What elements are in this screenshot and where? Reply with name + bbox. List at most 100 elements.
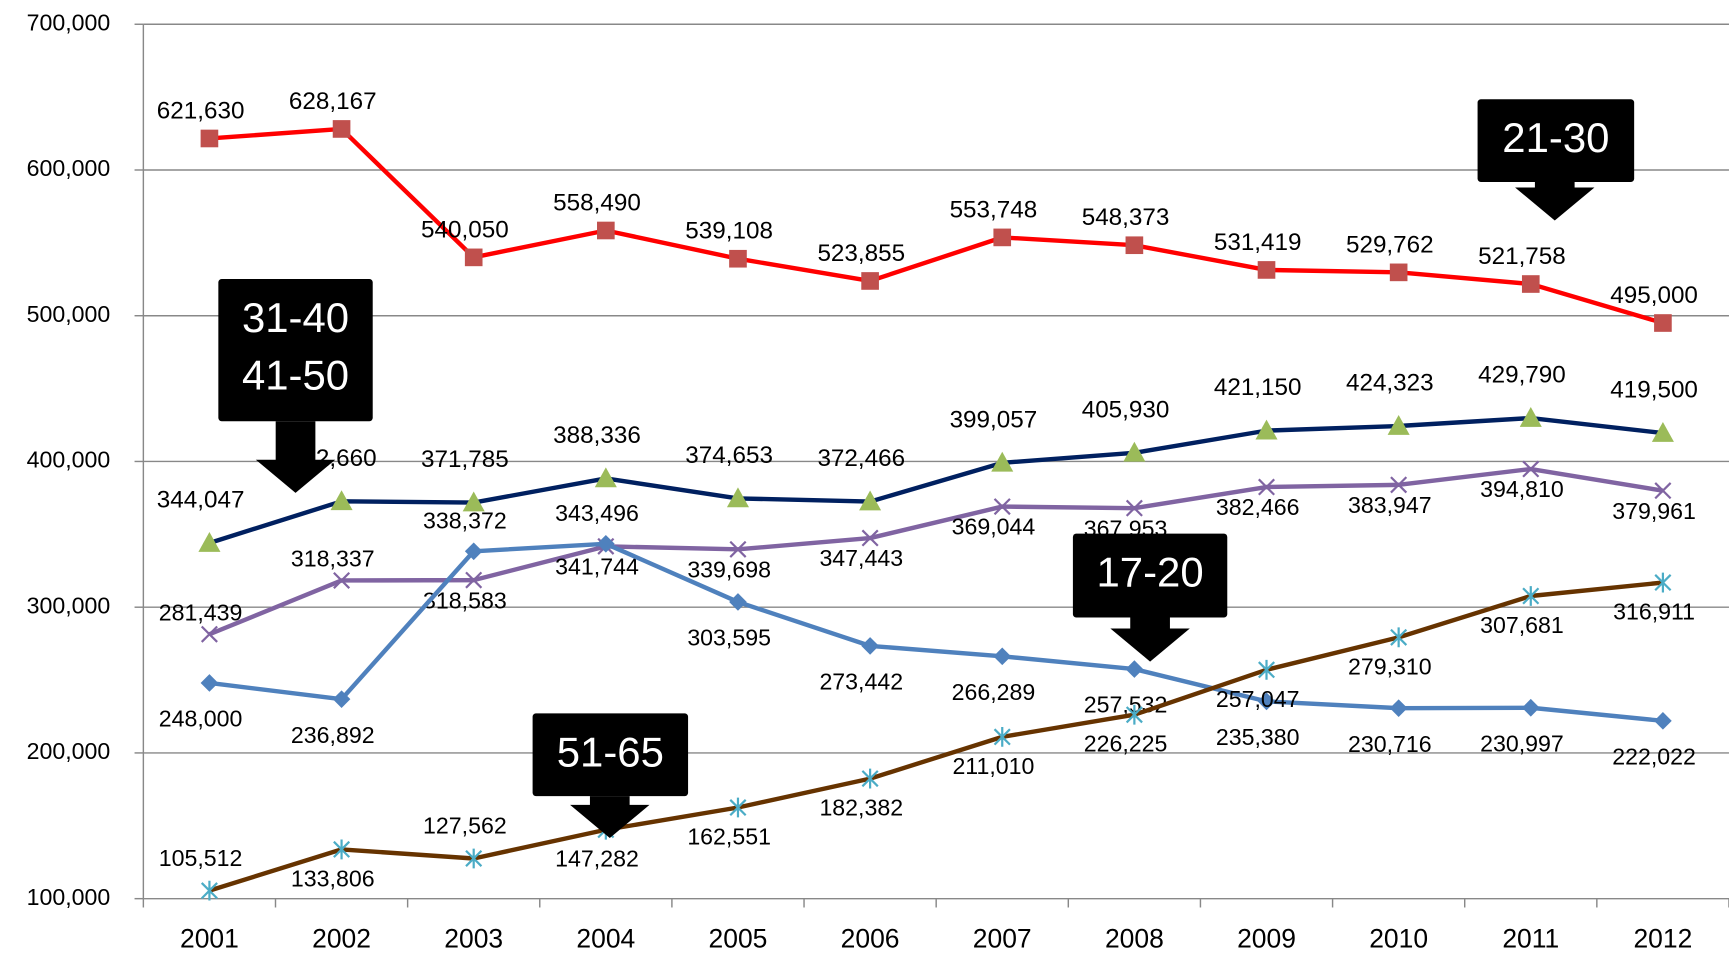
marker <box>1390 476 1408 494</box>
data-label: 374,653 <box>685 442 773 469</box>
marker <box>729 540 747 558</box>
data-label: 281,439 <box>159 600 243 626</box>
marker <box>1255 419 1278 440</box>
data-label: 236,892 <box>291 722 375 748</box>
data-label: 421,150 <box>1214 374 1302 401</box>
marker <box>333 571 351 589</box>
data-label: 303,595 <box>687 625 771 651</box>
marker <box>729 797 747 818</box>
marker <box>1654 314 1672 332</box>
marker <box>465 571 483 589</box>
marker <box>1125 236 1144 255</box>
x-tick-label: 2006 <box>841 924 900 954</box>
callout: 21-30 <box>1477 99 1635 221</box>
callout-box <box>1477 99 1635 182</box>
x-tick-label: 2009 <box>1237 924 1296 954</box>
callout-text: 41-50 <box>242 351 349 398</box>
x-tick-label: 2010 <box>1369 924 1428 954</box>
marker <box>1258 478 1276 496</box>
marker <box>465 848 483 869</box>
data-label: 230,716 <box>1348 731 1432 757</box>
y-tick-label: 400,000 <box>27 447 111 473</box>
marker <box>1521 698 1540 717</box>
marker <box>1651 422 1674 442</box>
data-label: 628,167 <box>289 88 377 115</box>
data-label: 343,496 <box>555 500 639 526</box>
marker <box>1257 261 1276 279</box>
data-label: 347,443 <box>819 545 903 571</box>
data-label: 388,336 <box>553 422 641 449</box>
data-label: 540,050 <box>421 216 509 243</box>
data-label: 318,337 <box>291 546 375 572</box>
x-tick-label: 2008 <box>1105 924 1164 954</box>
data-label: 235,380 <box>1216 724 1300 750</box>
marker <box>729 249 747 268</box>
data-label: 316,911 <box>1613 599 1695 625</box>
callout-text: 17-20 <box>1097 549 1204 596</box>
data-label: 257,532 <box>1084 692 1168 718</box>
x-tick-label: 2002 <box>312 924 371 954</box>
callout-box <box>218 278 373 422</box>
marker <box>464 248 483 267</box>
x-tick-label: 2005 <box>709 924 768 954</box>
callout: 17-20 <box>1072 533 1228 662</box>
marker <box>993 647 1012 666</box>
marker <box>462 491 485 512</box>
marker <box>1125 660 1144 678</box>
data-label: 553,748 <box>950 196 1038 223</box>
data-label: 419,500 <box>1610 377 1698 404</box>
data-label: 558,490 <box>553 189 641 216</box>
marker <box>1654 482 1672 500</box>
data-label: 257,047 <box>1216 686 1300 712</box>
x-tick-label: 2003 <box>444 924 503 954</box>
data-label: 424,323 <box>1346 370 1434 397</box>
marker <box>1125 704 1143 725</box>
data-label: 548,373 <box>1082 204 1170 231</box>
data-label: 105,512 <box>159 845 243 871</box>
x-tick-label: 2001 <box>180 924 239 954</box>
data-label: 394,810 <box>1480 476 1564 502</box>
data-label: 369,044 <box>952 514 1036 540</box>
callout-arrow <box>570 796 650 839</box>
marker <box>991 451 1014 472</box>
marker <box>1390 627 1408 648</box>
marker <box>861 768 879 789</box>
data-label: 133,806 <box>291 865 375 891</box>
data-label: 273,442 <box>819 668 903 694</box>
marker <box>1522 460 1540 478</box>
callout-arrow <box>1110 617 1190 662</box>
x-tick-label: 2004 <box>576 924 635 954</box>
data-label: 382,466 <box>1216 494 1300 520</box>
marker <box>861 272 879 290</box>
line <box>209 541 1664 724</box>
marker <box>861 637 879 655</box>
marker <box>859 490 882 511</box>
data-label: 429,790 <box>1478 362 1566 389</box>
marker <box>200 880 218 901</box>
line <box>208 466 1664 637</box>
data-label: 307,681 <box>1480 612 1564 638</box>
marker <box>464 542 483 561</box>
data-label: 405,930 <box>1082 396 1170 423</box>
marker <box>993 228 1012 247</box>
callout: 31-40 41-50 <box>218 278 373 493</box>
data-label: 162,551 <box>687 823 771 849</box>
series: 621,630 628,167 540,050 558,490 539,108 523,8… <box>157 88 1698 332</box>
marker <box>1389 263 1408 282</box>
data-label: 127,562 <box>423 813 507 839</box>
marker <box>993 726 1011 747</box>
data-label: 226,225 <box>1084 731 1168 757</box>
data-label: 531,419 <box>1214 229 1302 256</box>
data-label: 539,108 <box>685 218 773 245</box>
data-label: 521,758 <box>1478 243 1566 270</box>
y-tick-label: 100,000 <box>27 884 111 910</box>
marker <box>1654 572 1672 593</box>
series: 105,512 133,806 127,562 147,282 162,551 182,3… <box>159 572 1695 901</box>
callout-box <box>1072 533 1228 618</box>
callout-box <box>532 713 689 797</box>
marker <box>200 129 219 148</box>
marker <box>330 490 353 511</box>
data-label: 266,289 <box>952 679 1036 705</box>
marker <box>594 467 617 488</box>
